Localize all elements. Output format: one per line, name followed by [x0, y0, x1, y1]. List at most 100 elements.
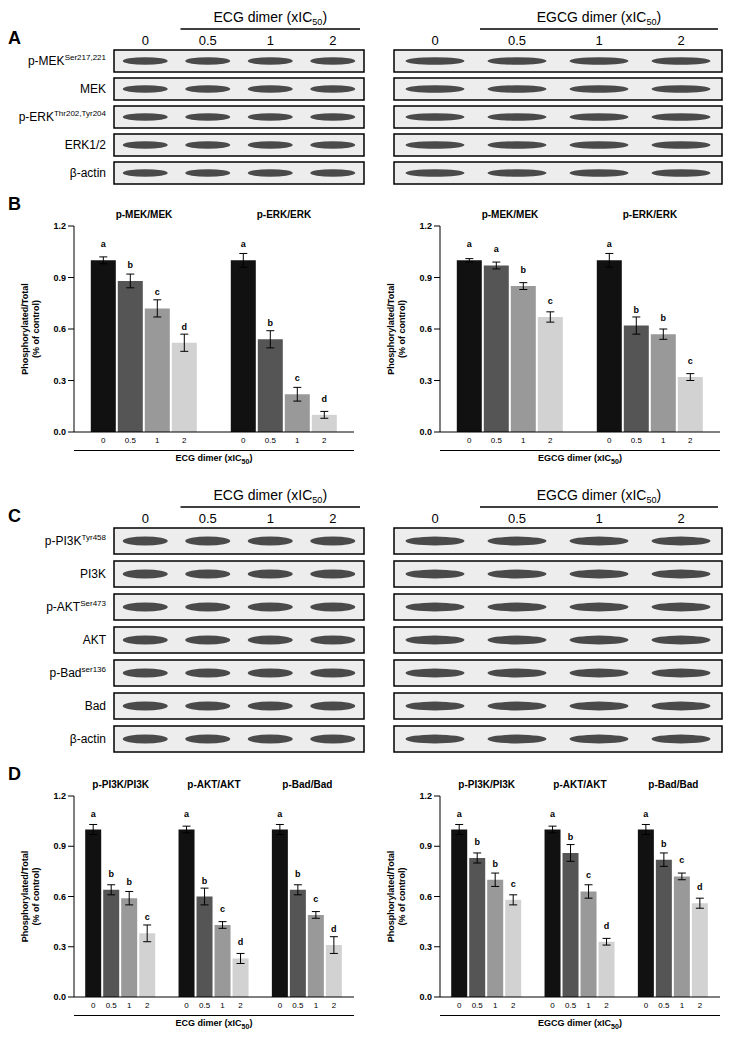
svg-text:2: 2 — [688, 436, 693, 445]
svg-text:a: a — [643, 809, 649, 819]
svg-text:Phosphorylated/Total: Phosphorylated/Total — [386, 851, 396, 942]
svg-text:b: b — [661, 839, 667, 849]
svg-text:0.3: 0.3 — [53, 376, 66, 386]
svg-text:(% of control): (% of control) — [31, 868, 41, 926]
svg-text:(% of control): (% of control) — [397, 300, 407, 358]
svg-text:a: a — [607, 239, 613, 249]
svg-text:0.0: 0.0 — [419, 992, 432, 1002]
svg-text:0: 0 — [431, 33, 438, 48]
svg-text:ERK1/2: ERK1/2 — [65, 138, 107, 152]
svg-text:Phosphorylated/Total: Phosphorylated/Total — [20, 851, 30, 942]
svg-text:b: b — [492, 859, 498, 869]
svg-text:0.5: 0.5 — [658, 1001, 670, 1010]
svg-text:2: 2 — [332, 1001, 337, 1010]
svg-text:1: 1 — [267, 511, 274, 526]
svg-text:1: 1 — [521, 436, 526, 445]
svg-text:EGCG dimer (xIC50): EGCG dimer (xIC50) — [537, 487, 661, 505]
svg-text:ECG dimer (xIC50): ECG dimer (xIC50) — [213, 9, 327, 27]
svg-text:1: 1 — [595, 511, 602, 526]
svg-text:a: a — [101, 239, 107, 249]
svg-text:0: 0 — [142, 33, 149, 48]
svg-text:c: c — [155, 287, 160, 297]
svg-text:b: b — [295, 869, 301, 879]
svg-text:0.5: 0.5 — [565, 1001, 577, 1010]
svg-text:2: 2 — [698, 1001, 703, 1010]
svg-text:p-Bad/Bad: p-Bad/Bad — [282, 779, 332, 790]
svg-text:Bad: Bad — [85, 699, 106, 713]
svg-text:PI3K: PI3K — [80, 567, 106, 581]
svg-text:p-AKTSer473: p-AKTSer473 — [46, 599, 106, 614]
svg-text:c: c — [145, 912, 150, 922]
svg-text:0.5: 0.5 — [472, 1001, 484, 1010]
svg-text:1: 1 — [661, 436, 666, 445]
svg-text:p-Bad/Bad: p-Bad/Bad — [648, 779, 698, 790]
svg-text:0: 0 — [278, 1001, 283, 1010]
svg-text:0.5: 0.5 — [125, 436, 137, 445]
svg-text:0.6: 0.6 — [419, 324, 432, 334]
svg-text:p-PI3K/PI3K: p-PI3K/PI3K — [458, 779, 515, 790]
svg-text:0.0: 0.0 — [53, 427, 66, 437]
svg-text:1: 1 — [314, 1001, 319, 1010]
svg-text:p-PI3K/PI3K: p-PI3K/PI3K — [92, 779, 149, 790]
svg-text:2: 2 — [238, 1001, 243, 1010]
svg-text:d: d — [604, 921, 610, 931]
svg-text:1: 1 — [267, 33, 274, 48]
svg-text:2: 2 — [677, 33, 684, 48]
svg-text:b: b — [474, 837, 480, 847]
svg-text:0: 0 — [101, 436, 106, 445]
svg-text:2: 2 — [329, 33, 336, 48]
svg-text:c: c — [511, 879, 516, 889]
svg-text:ECG dimer (xIC50): ECG dimer (xIC50) — [213, 487, 327, 505]
svg-text:2: 2 — [677, 511, 684, 526]
svg-text:c: c — [688, 356, 693, 366]
svg-text:2: 2 — [145, 1001, 150, 1010]
svg-text:0.5: 0.5 — [292, 1001, 304, 1010]
svg-text:a: a — [241, 239, 247, 249]
svg-text:2: 2 — [511, 1001, 516, 1010]
svg-text:c: c — [313, 894, 318, 904]
svg-text:0: 0 — [607, 436, 612, 445]
svg-text:β-actin: β-actin — [70, 166, 106, 180]
svg-text:p-PI3KTyr458: p-PI3KTyr458 — [45, 533, 107, 548]
svg-text:1.2: 1.2 — [419, 791, 432, 801]
svg-text:0.3: 0.3 — [419, 376, 432, 386]
svg-text:β-actin: β-actin — [70, 732, 106, 746]
svg-text:0: 0 — [467, 436, 472, 445]
svg-text:2: 2 — [329, 511, 336, 526]
svg-text:1: 1 — [595, 33, 602, 48]
svg-text:b: b — [268, 318, 274, 328]
svg-text:b: b — [126, 877, 132, 887]
svg-text:p-AKT/AKT: p-AKT/AKT — [187, 779, 240, 790]
svg-text:0.9: 0.9 — [53, 841, 66, 851]
svg-text:0.5: 0.5 — [199, 1001, 211, 1010]
svg-text:b: b — [521, 265, 527, 275]
svg-text:2: 2 — [548, 436, 553, 445]
svg-text:p-MEK/MEK: p-MEK/MEK — [116, 209, 173, 220]
svg-text:a: a — [467, 239, 473, 249]
svg-text:0.3: 0.3 — [53, 942, 66, 952]
svg-text:b: b — [108, 869, 114, 879]
svg-text:1: 1 — [127, 1001, 132, 1010]
svg-text:d: d — [238, 937, 244, 947]
svg-text:1.2: 1.2 — [53, 221, 66, 231]
svg-text:d: d — [182, 322, 188, 332]
svg-text:0.5: 0.5 — [631, 436, 643, 445]
svg-text:1: 1 — [155, 436, 160, 445]
svg-text:0.6: 0.6 — [53, 892, 66, 902]
svg-text:0: 0 — [550, 1001, 555, 1010]
svg-text:1: 1 — [295, 436, 300, 445]
svg-text:1: 1 — [220, 1001, 225, 1010]
svg-text:p-Badser136: p-Badser136 — [50, 665, 107, 680]
svg-text:c: c — [679, 855, 684, 865]
svg-text:2: 2 — [182, 436, 187, 445]
svg-text:c: c — [548, 296, 553, 306]
svg-text:1: 1 — [680, 1001, 685, 1010]
svg-text:p-MEKSer217,221: p-MEKSer217,221 — [28, 53, 107, 68]
svg-text:Phosphorylated/Total: Phosphorylated/Total — [20, 283, 30, 374]
svg-text:b: b — [128, 260, 134, 270]
svg-text:b: b — [634, 305, 640, 315]
svg-text:c: c — [295, 373, 300, 383]
svg-text:0: 0 — [142, 511, 149, 526]
svg-text:d: d — [697, 882, 703, 892]
svg-text:0.9: 0.9 — [53, 273, 66, 283]
